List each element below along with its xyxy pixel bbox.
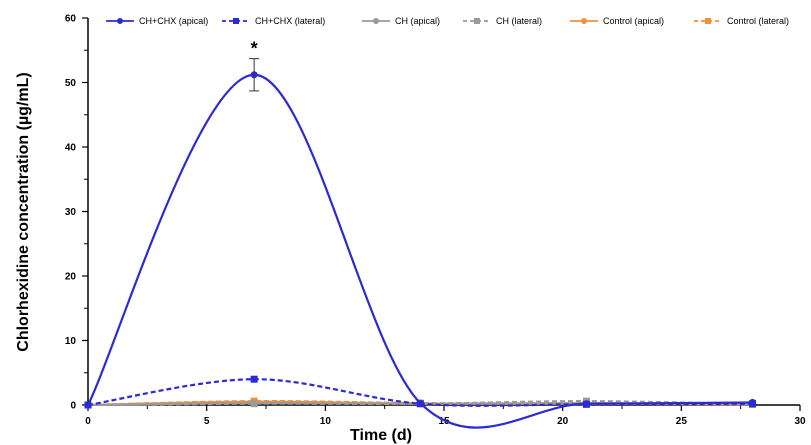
x-tick-label: 5 (204, 416, 210, 427)
series-line (87, 73, 753, 429)
y-tick-label: 50 (65, 78, 77, 89)
y-tick-label: 20 (65, 272, 77, 283)
legend-item-ch-lateral: CH (lateral) (463, 16, 542, 26)
legend-label: Control (lateral) (727, 16, 789, 26)
y-tick-label: 30 (65, 207, 77, 218)
data-point (84, 401, 92, 409)
legend-label: CH (apical) (395, 16, 440, 26)
x-axis-title: Time (d) (350, 427, 412, 444)
legend-item-ch-apical: CH (apical) (362, 16, 440, 26)
legend-swatch-marker (117, 18, 123, 24)
legend-label: CH+CHX (lateral) (255, 16, 325, 26)
significance-annotation: * (251, 38, 258, 58)
legend-item-control-apical: Control (apical) (570, 16, 664, 26)
legend-swatch-marker (581, 18, 587, 24)
legend: CH+CHX (apical) CH+CHX (lateral) CH (apica… (106, 16, 789, 26)
data-point (582, 400, 590, 408)
y-axis-title: Chlorhexidine concentration (µg/mL) (15, 72, 32, 351)
legend-label: Control (apical) (603, 16, 664, 26)
data-point (250, 375, 258, 383)
y-tick-label: 40 (65, 143, 77, 154)
data-point (749, 398, 757, 406)
data-point (250, 399, 258, 407)
x-tick-label: 10 (320, 416, 332, 427)
series-layer: * (84, 38, 757, 429)
legend-swatch-marker (233, 18, 239, 24)
legend-item-ch-chx-lateral: CH+CHX (lateral) (222, 16, 325, 26)
legend-swatch-marker (705, 18, 711, 24)
x-tick-label: 20 (557, 416, 569, 427)
series-ch-chx-apical (84, 58, 757, 429)
y-tick-label: 0 (70, 401, 76, 412)
x-tick-label: 30 (794, 416, 806, 427)
legend-label: CH+CHX (apical) (139, 16, 208, 26)
data-point (416, 399, 424, 407)
legend-label: CH (lateral) (496, 16, 542, 26)
y-tick-label: 60 (65, 14, 77, 25)
legend-swatch-marker (474, 18, 480, 24)
legend-swatch-marker (373, 18, 379, 24)
legend-item-ch-chx-apical: CH+CHX (apical) (106, 16, 208, 26)
legend-item-control-lateral: Control (lateral) (694, 16, 789, 26)
x-tick-label: 0 (85, 416, 91, 427)
x-tick-label: 25 (676, 416, 688, 427)
y-tick-label: 10 (65, 336, 77, 347)
